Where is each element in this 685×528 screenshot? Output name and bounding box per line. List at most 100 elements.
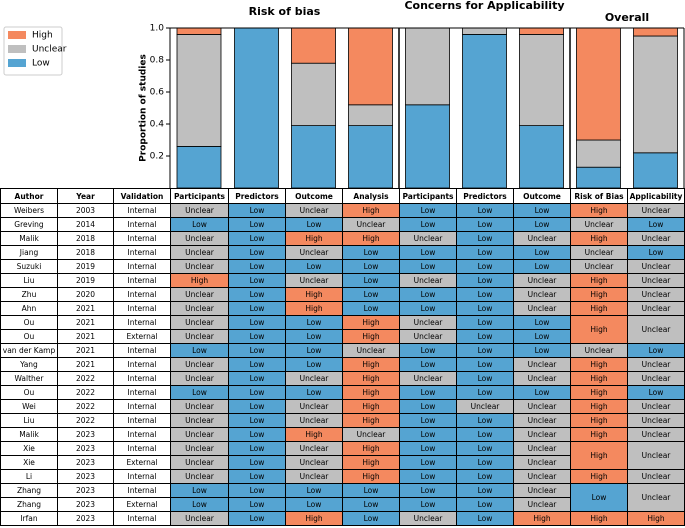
- table-cell: High: [570, 399, 628, 414]
- table-row: Wei 2022 Internal Unclear Low Unclear High Low U…: [0, 399, 685, 414]
- table-row: Weibers 2003 Internal Unclear Low Unclear High…: [0, 203, 685, 218]
- table-cell: Low: [228, 273, 286, 288]
- table-cell: Low: [513, 259, 571, 274]
- table-cell: Unclear: [170, 203, 229, 218]
- table-cell: Unclear: [627, 469, 685, 484]
- table-cell: Internal: [113, 203, 171, 218]
- table-cell: Low: [513, 385, 571, 400]
- table-cell: Unclear: [399, 511, 457, 526]
- table-cell: Low: [285, 385, 343, 400]
- y-tick-label: 0.6: [150, 88, 165, 98]
- table-cell: Low: [513, 217, 571, 232]
- table-cell: Low: [399, 497, 457, 512]
- table-cell: Low: [456, 343, 514, 358]
- bar-segment: [633, 27, 678, 37]
- group-title: Risk of bias: [248, 5, 321, 18]
- table-cell: High: [342, 315, 400, 330]
- table-cell: Jiang: [0, 245, 58, 260]
- table-row: Jiang 2018 Internal Unclear Low Unclear Low Low…: [0, 245, 685, 260]
- table-cell: Low: [399, 259, 457, 274]
- table-cell: Unclear: [285, 455, 343, 470]
- table-row: Malik 2023 Internal Unclear Low High Unclear Lo…: [0, 427, 685, 442]
- table-cell: Internal: [113, 357, 171, 372]
- table-cell: Low: [456, 413, 514, 428]
- table-row: Zhu 2020 Internal Unclear Low High Low Low Low Un…: [0, 287, 685, 302]
- table-row: Liu 2019 Internal High Low Unclear Low Unclear L…: [0, 273, 685, 288]
- table-cell: High: [342, 441, 400, 456]
- table-cell: Low: [170, 385, 229, 400]
- table-cell: Low: [456, 203, 514, 218]
- table-cell: Unclear: [170, 399, 229, 414]
- table-cell: Low: [456, 315, 514, 330]
- column-header: Predictors: [228, 188, 286, 204]
- table-cell: Unclear: [285, 413, 343, 428]
- table-row: Liu 2022 Internal Unclear Low Unclear High Low L…: [0, 413, 685, 428]
- table-cell: Unclear: [513, 399, 571, 414]
- table-cell: Low: [170, 343, 229, 358]
- table-cell: 2022: [57, 371, 114, 386]
- table-cell: Unclear: [170, 357, 229, 372]
- bar-segment: [405, 104, 450, 188]
- table-cell: Unclear: [570, 245, 628, 260]
- bar-segment: [176, 34, 222, 147]
- table-cell: Low: [342, 301, 400, 316]
- table-cell: Internal: [113, 413, 171, 428]
- table-cell: Low: [456, 245, 514, 260]
- table-cell: Ou: [0, 385, 58, 400]
- bar-segment: [291, 27, 336, 64]
- table-cell: Low: [228, 329, 286, 344]
- table-cell: Low: [456, 231, 514, 246]
- bar-segment: [462, 27, 507, 35]
- table-cell: Low: [228, 217, 286, 232]
- table-cell: Internal: [113, 399, 171, 414]
- table-cell: Unclear: [399, 231, 457, 246]
- table-cell: Low: [399, 287, 457, 302]
- table-cell: 2003: [57, 203, 114, 218]
- table-cell: Unclear: [170, 245, 229, 260]
- table-cell: Suzuki: [0, 259, 58, 274]
- table-cell: Low: [228, 287, 286, 302]
- table-row: Zhang 2023 Internal Low Low Low Low Low Low Uncle…: [0, 483, 685, 512]
- table-cell: Unclear: [513, 287, 571, 302]
- table-cell: Unclear: [170, 301, 229, 316]
- bar-segment: [291, 125, 336, 188]
- table-cell: 2023: [57, 427, 114, 442]
- table-cell: Unclear: [513, 357, 571, 372]
- table-cell: Xie: [0, 455, 58, 470]
- table-cell: Internal: [113, 231, 171, 246]
- table-cell: Unclear: [627, 483, 685, 512]
- table-cell: Zhu: [0, 287, 58, 302]
- table-cell: Low: [399, 343, 457, 358]
- table-cell: Low: [456, 385, 514, 400]
- bar-segment: [348, 27, 393, 106]
- column-header: Author: [0, 188, 58, 204]
- table-cell: High: [342, 231, 400, 246]
- table-cell: High: [570, 385, 628, 400]
- table-cell: Low: [399, 469, 457, 484]
- table-cell: Low: [228, 357, 286, 372]
- table-cell: 2023: [57, 483, 114, 498]
- table-cell: Low: [342, 287, 400, 302]
- table-cell: Low: [285, 315, 343, 330]
- table-cell: Ou: [0, 315, 58, 330]
- table-cell: Unclear: [513, 455, 571, 470]
- table-cell: High: [342, 203, 400, 218]
- table-cell: Ou: [0, 329, 58, 344]
- table-cell: Low: [228, 245, 286, 260]
- table-cell: 2022: [57, 413, 114, 428]
- table-cell: Low: [456, 455, 514, 470]
- bar-segment: [576, 139, 621, 168]
- table-cell: Low: [399, 245, 457, 260]
- table-cell: Internal: [113, 371, 171, 386]
- table-cell: Low: [456, 371, 514, 386]
- table-cell: Unclear: [170, 427, 229, 442]
- table-cell: Low: [228, 301, 286, 316]
- column-header: Outcome: [513, 188, 571, 204]
- table-cell: Low: [228, 413, 286, 428]
- table-cell: Unclear: [342, 427, 400, 442]
- table-cell: Low: [228, 371, 286, 386]
- column-header: Applicability: [627, 188, 685, 204]
- table: Author Year Validation Participants Predicto…: [0, 188, 685, 526]
- table-cell: Low: [399, 301, 457, 316]
- table-cell: Unclear: [513, 273, 571, 288]
